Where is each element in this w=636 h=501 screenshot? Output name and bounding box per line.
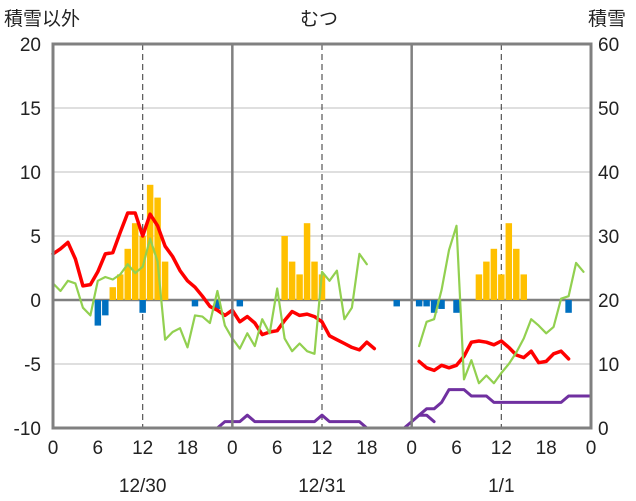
- x-tick-label: 6: [451, 438, 462, 459]
- snowfall-bar: [281, 236, 288, 300]
- precip-bar: [415, 300, 423, 307]
- x-tick-label: 18: [536, 438, 557, 459]
- x-tick-label: 12: [132, 438, 153, 459]
- wind-line: [51, 237, 368, 355]
- x-tick-label: 0: [48, 438, 59, 459]
- precip-bar: [565, 300, 572, 313]
- snowfall-bar: [288, 261, 296, 300]
- precip-bar: [236, 300, 244, 307]
- left-tick-label: 0: [30, 291, 41, 312]
- snowfall-bar: [109, 287, 117, 300]
- snowfall-bar: [131, 223, 139, 300]
- x-tick-label: 0: [586, 438, 597, 459]
- wind-line: [418, 224, 585, 385]
- left-tick-label: 10: [20, 163, 41, 184]
- right-tick-label: 10: [598, 355, 619, 376]
- x-tick-label: 18: [177, 438, 198, 459]
- snowfall-bar: [490, 248, 498, 300]
- x-tick-label: 18: [356, 438, 377, 459]
- x-tick-label: 0: [227, 438, 238, 459]
- snowfall-bar: [296, 274, 303, 300]
- right-tick-label: 40: [598, 163, 619, 184]
- precip-bar: [438, 300, 445, 309]
- precip-bar: [423, 300, 430, 307]
- snowfall-bar: [117, 274, 124, 300]
- x-tick-label: 0: [406, 438, 417, 459]
- snowfall-bar: [475, 274, 483, 300]
- date-label: 12/31: [298, 476, 346, 497]
- precip-bar: [102, 300, 109, 316]
- snowfall-bar: [498, 274, 505, 300]
- snowfall-bar: [154, 197, 161, 300]
- precip-bar: [214, 300, 221, 309]
- plot-frame: [51, 42, 593, 430]
- snowfall-bar: [161, 261, 169, 300]
- left-tick-label: -5: [24, 355, 41, 376]
- chart-title: むつ: [300, 8, 339, 30]
- left-tick-label: -10: [14, 419, 41, 440]
- snow_depth-line: [51, 413, 436, 430]
- date-label: 12/30: [119, 476, 167, 497]
- temperature-line: [51, 211, 377, 352]
- left-tick-label: 20: [20, 35, 41, 56]
- snowfall-bar: [483, 261, 490, 300]
- right-tick-label: 20: [598, 291, 619, 312]
- precip-bar: [393, 300, 400, 307]
- temperature-line: [417, 339, 571, 373]
- date-label: 1/1: [488, 476, 514, 497]
- right-axis-label: 積雪: [588, 8, 627, 30]
- right-tick-label: 0: [598, 419, 609, 440]
- right-tick-label: 50: [598, 99, 619, 120]
- snowfall-bar: [513, 248, 520, 300]
- bar-series: [94, 184, 572, 326]
- snowfall-bar: [124, 248, 131, 300]
- snowfall-bar: [303, 223, 311, 300]
- x-tick-label: 12: [311, 438, 332, 459]
- left-tick-label: 15: [20, 99, 41, 120]
- snowfall-bar: [311, 261, 318, 300]
- precip-bar: [139, 300, 146, 313]
- left-tick-label: 5: [30, 227, 41, 248]
- snowfall-bar: [505, 223, 513, 300]
- precip-bar: [453, 300, 460, 313]
- left-axis-label: 積雪以外: [4, 8, 81, 30]
- x-tick-label: 6: [93, 438, 104, 459]
- snowfall-bar: [318, 274, 326, 300]
- precip-bar: [191, 300, 199, 307]
- right-tick-label: 30: [598, 227, 619, 248]
- snowfall-bar: [520, 274, 527, 300]
- snow_depth-line: [417, 388, 593, 417]
- x-tick-label: 6: [272, 438, 283, 459]
- right-tick-label: 60: [598, 35, 619, 56]
- x-tick-label: 12: [491, 438, 512, 459]
- precip-bar: [430, 300, 438, 313]
- plot-border: [51, 42, 593, 430]
- precip-bar: [94, 300, 102, 326]
